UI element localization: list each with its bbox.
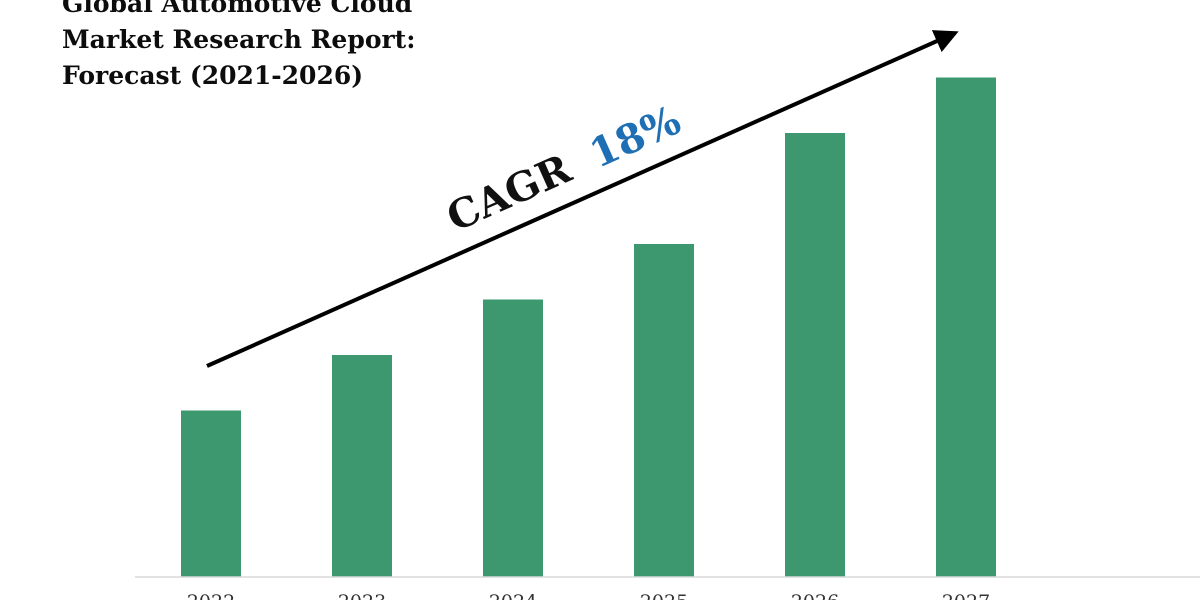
bar-2022: [181, 410, 241, 577]
x-tick-label-2026: 2026: [791, 591, 839, 600]
chart-title-line-2: Market Research Report:: [62, 25, 416, 54]
x-tick-label-2024: 2024: [489, 591, 537, 600]
bar-2025: [634, 244, 694, 577]
bar-2023: [332, 355, 392, 577]
chart-title-line-1: Global Automotive Cloud: [62, 0, 413, 18]
bars-layer: [181, 77, 996, 577]
cagr-label: CAGR: [440, 145, 579, 241]
x-tick-label-2025: 2025: [640, 591, 688, 600]
x-tick-labels: 2022 2023 2024 2025 2026 2027: [187, 591, 990, 600]
x-tick-label-2022: 2022: [187, 591, 235, 600]
bar-2024: [483, 299, 543, 577]
chart-title: Global Automotive Cloud Market Research …: [62, 0, 415, 94]
bar-2027: [936, 77, 996, 577]
x-tick-label-2027: 2027: [942, 591, 990, 600]
cagr-value: 18%: [583, 97, 688, 178]
bar-2026: [785, 133, 845, 577]
x-tick-label-2023: 2023: [338, 591, 386, 600]
chart-title-line-3: Forecast (2021-2026): [62, 61, 364, 90]
trend-arrow: [206, 30, 959, 368]
